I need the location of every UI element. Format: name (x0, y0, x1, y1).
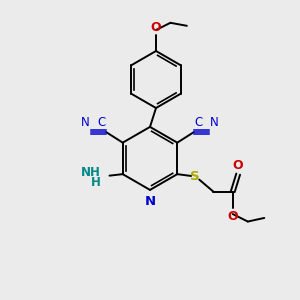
Text: N: N (210, 116, 219, 129)
Text: N: N (81, 116, 90, 129)
Text: NH: NH (81, 166, 101, 179)
Text: O: O (151, 21, 161, 34)
Text: C: C (194, 116, 202, 129)
Text: S: S (190, 170, 200, 183)
Text: O: O (233, 159, 244, 172)
Text: H: H (91, 176, 101, 189)
Text: C: C (98, 116, 106, 129)
Text: O: O (227, 211, 238, 224)
Text: N: N (144, 195, 156, 208)
